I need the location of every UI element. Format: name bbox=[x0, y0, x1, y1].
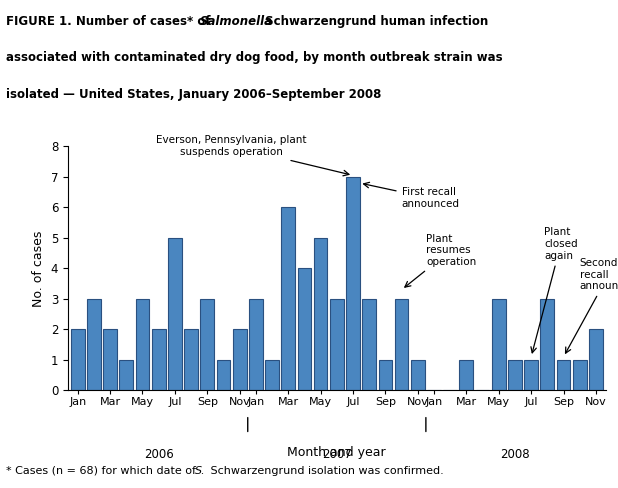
Bar bbox=[362, 299, 376, 390]
Bar bbox=[460, 360, 473, 390]
Bar bbox=[330, 299, 344, 390]
Bar bbox=[87, 299, 101, 390]
Bar bbox=[281, 207, 295, 390]
X-axis label: Month and year: Month and year bbox=[287, 446, 386, 459]
Bar bbox=[524, 360, 538, 390]
Bar bbox=[265, 360, 279, 390]
Text: Plant
closed
again: Plant closed again bbox=[531, 227, 578, 353]
Text: Second
recall
announced: Second recall announced bbox=[565, 258, 618, 353]
Text: isolated — United States, January 2006–September 2008: isolated — United States, January 2006–S… bbox=[6, 88, 381, 101]
Bar bbox=[200, 299, 214, 390]
Bar bbox=[152, 329, 166, 390]
Text: FIGURE 1. Number of cases* of: FIGURE 1. Number of cases* of bbox=[6, 15, 215, 28]
Bar bbox=[184, 329, 198, 390]
Bar bbox=[233, 329, 247, 390]
Bar bbox=[346, 177, 360, 390]
Bar bbox=[508, 360, 522, 390]
Bar bbox=[103, 329, 117, 390]
Bar bbox=[314, 238, 328, 390]
Text: Salmonella: Salmonella bbox=[200, 15, 273, 28]
Bar bbox=[168, 238, 182, 390]
Bar bbox=[589, 329, 603, 390]
Bar bbox=[492, 299, 506, 390]
Text: 2008: 2008 bbox=[500, 448, 530, 461]
Bar bbox=[411, 360, 425, 390]
Text: associated with contaminated dry dog food, by month outbreak strain was: associated with contaminated dry dog foo… bbox=[6, 51, 503, 64]
Bar bbox=[557, 360, 570, 390]
Bar bbox=[249, 299, 263, 390]
Bar bbox=[573, 360, 586, 390]
Text: Schwarzengrund human infection: Schwarzengrund human infection bbox=[261, 15, 489, 28]
Text: S.: S. bbox=[195, 466, 205, 476]
Text: 2007: 2007 bbox=[322, 448, 352, 461]
Bar bbox=[297, 268, 311, 390]
Y-axis label: No. of cases: No. of cases bbox=[32, 230, 45, 306]
Text: Everson, Pennsylvania, plant
suspends operation: Everson, Pennsylvania, plant suspends op… bbox=[156, 136, 349, 176]
Bar bbox=[135, 299, 150, 390]
Bar bbox=[378, 360, 392, 390]
Text: Schwarzengrund isolation was confirmed.: Schwarzengrund isolation was confirmed. bbox=[207, 466, 444, 476]
Text: * Cases (n = 68) for which date of: * Cases (n = 68) for which date of bbox=[6, 466, 200, 476]
Text: Plant
resumes
operation: Plant resumes operation bbox=[405, 233, 476, 287]
Text: 2006: 2006 bbox=[144, 448, 174, 461]
Bar bbox=[216, 360, 231, 390]
Bar bbox=[541, 299, 554, 390]
Bar bbox=[119, 360, 133, 390]
Bar bbox=[395, 299, 408, 390]
Bar bbox=[71, 329, 85, 390]
Text: First recall
announced: First recall announced bbox=[363, 183, 460, 209]
